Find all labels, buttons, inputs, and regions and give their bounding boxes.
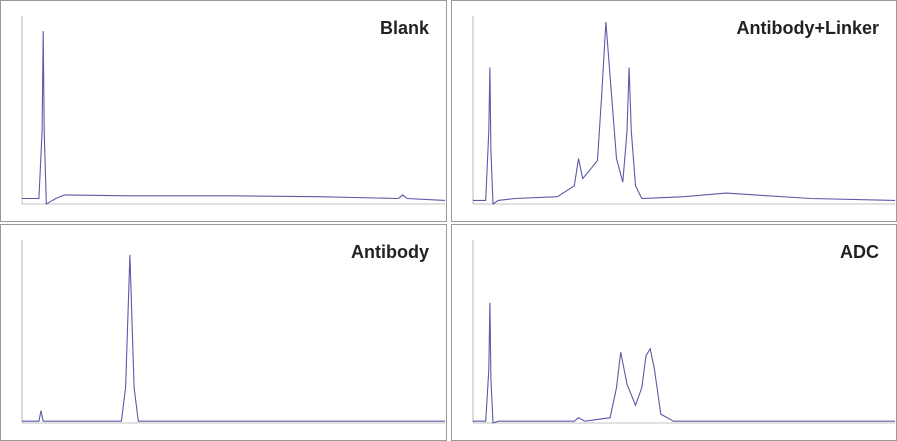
- panel-title: Antibody+Linker: [736, 18, 879, 38]
- panel-title: ADC: [840, 242, 879, 262]
- trace: [22, 254, 445, 422]
- panel-title: Antibody: [351, 242, 429, 262]
- trace: [473, 21, 896, 206]
- panel-border: [451, 224, 897, 441]
- trace: [473, 302, 895, 424]
- panel-title: Blank: [380, 18, 430, 38]
- panel-border: [0, 0, 447, 222]
- trace: [22, 31, 446, 205]
